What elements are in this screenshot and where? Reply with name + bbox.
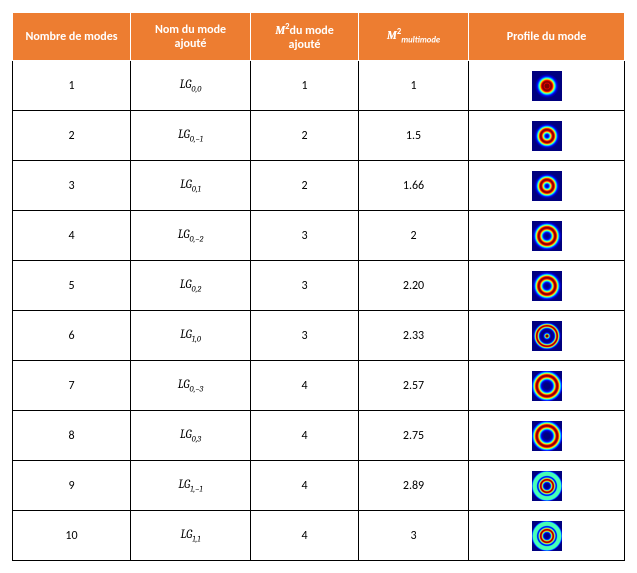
cell-m2-multimode: 2 (359, 211, 469, 261)
cell-m2: 2 (251, 111, 359, 161)
header-m2: M2du modeajouté (251, 13, 359, 61)
cell-m2-multimode: 2.20 (359, 261, 469, 311)
cell-nmodes: 9 (13, 461, 131, 511)
cell-m2: 4 (251, 411, 359, 461)
table-row: 10 LG1,1 43 (13, 511, 625, 561)
cell-profile (469, 311, 625, 361)
cell-nmodes: 7 (13, 361, 131, 411)
cell-mode-name: LG1,−1 (131, 461, 251, 511)
cell-mode-name: LG0,−1 (131, 111, 251, 161)
cell-nmodes: 3 (13, 161, 131, 211)
cell-mode-name: LG0,1 (131, 161, 251, 211)
mode-profile-icon (532, 421, 562, 451)
table-row: 9 LG1,−1 42.89 (13, 461, 625, 511)
cell-m2-multimode: 2.57 (359, 361, 469, 411)
mode-profile-icon (532, 171, 562, 201)
mode-profile-icon (532, 121, 562, 151)
table-row: 1LG0,011 (13, 61, 625, 111)
mode-profile-icon (532, 71, 562, 101)
table-row: 5 LG0,2 32.20 (13, 261, 625, 311)
cell-nmodes: 2 (13, 111, 131, 161)
cell-profile (469, 511, 625, 561)
cell-m2: 4 (251, 361, 359, 411)
table-header-row: Nombre de modesNom du modeajoutéM2du mod… (13, 13, 625, 61)
header-nom: Nom du modeajouté (131, 13, 251, 61)
cell-m2: 4 (251, 461, 359, 511)
header-n: Nombre de modes (13, 13, 131, 61)
table-row: 4 LG0,−2 32 (13, 211, 625, 261)
cell-mode-name: LG0,−3 (131, 361, 251, 411)
mode-profile-icon (532, 371, 562, 401)
header-mm: M2multimode (359, 13, 469, 61)
mode-name-label: LG0,−2 (178, 227, 204, 241)
table-row: 8 LG0,3 42.75 (13, 411, 625, 461)
cell-mode-name: LG1,1 (131, 511, 251, 561)
cell-m2-multimode: 1 (359, 61, 469, 111)
mode-name-label: LG1,0 (180, 327, 201, 341)
cell-profile (469, 111, 625, 161)
cell-m2: 2 (251, 161, 359, 211)
table-row: 3 LG0,1 21.66 (13, 161, 625, 211)
cell-mode-name: LG0,3 (131, 411, 251, 461)
cell-nmodes: 6 (13, 311, 131, 361)
mode-profile-icon (532, 221, 562, 251)
cell-nmodes: 8 (13, 411, 131, 461)
cell-mode-name: LG1,0 (131, 311, 251, 361)
header-pr: Profile du mode (469, 13, 625, 61)
cell-nmodes: 10 (13, 511, 131, 561)
cell-m2: 3 (251, 311, 359, 361)
cell-profile (469, 361, 625, 411)
cell-m2: 1 (251, 61, 359, 111)
mode-name-label: LG0,0 (180, 77, 202, 91)
table-row: 7 LG0,−3 42.57 (13, 361, 625, 411)
cell-m2-multimode: 2.89 (359, 461, 469, 511)
cell-profile (469, 261, 625, 311)
cell-m2-multimode: 3 (359, 511, 469, 561)
cell-profile (469, 161, 625, 211)
mode-profile-icon (532, 521, 562, 551)
mode-profile-icon (532, 271, 562, 301)
table-body: 1LG0,0112LG0,−121.53LG0,121.664LG0,−2325… (13, 61, 625, 561)
cell-m2: 4 (251, 511, 359, 561)
mode-name-label: LG0,−1 (178, 127, 203, 141)
cell-nmodes: 4 (13, 211, 131, 261)
cell-m2: 3 (251, 261, 359, 311)
modes-table: Nombre de modesNom du modeajoutéM2du mod… (12, 12, 625, 561)
cell-profile (469, 461, 625, 511)
cell-profile (469, 411, 625, 461)
mode-name-label: LG0,1 (180, 177, 201, 191)
mode-name-label: LG1,1 (180, 527, 200, 541)
cell-m2-multimode: 2.75 (359, 411, 469, 461)
cell-nmodes: 1 (13, 61, 131, 111)
cell-mode-name: LG0,2 (131, 261, 251, 311)
cell-m2: 3 (251, 211, 359, 261)
cell-profile (469, 61, 625, 111)
cell-mode-name: LG0,0 (131, 61, 251, 111)
cell-m2-multimode: 1.66 (359, 161, 469, 211)
mode-name-label: LG1,−1 (178, 477, 202, 491)
mode-name-label: LG0,3 (180, 427, 201, 441)
table-row: 6 LG1,0 32.33 (13, 311, 625, 361)
mode-profile-icon (532, 321, 562, 351)
cell-mode-name: LG0,−2 (131, 211, 251, 261)
table-row: 2LG0,−121.5 (13, 111, 625, 161)
cell-nmodes: 5 (13, 261, 131, 311)
cell-profile (469, 211, 625, 261)
mode-profile-icon (532, 471, 562, 501)
mode-name-label: LG0,−3 (178, 377, 203, 391)
mode-name-label: LG0,2 (180, 277, 201, 291)
cell-m2-multimode: 1.5 (359, 111, 469, 161)
cell-m2-multimode: 2.33 (359, 311, 469, 361)
